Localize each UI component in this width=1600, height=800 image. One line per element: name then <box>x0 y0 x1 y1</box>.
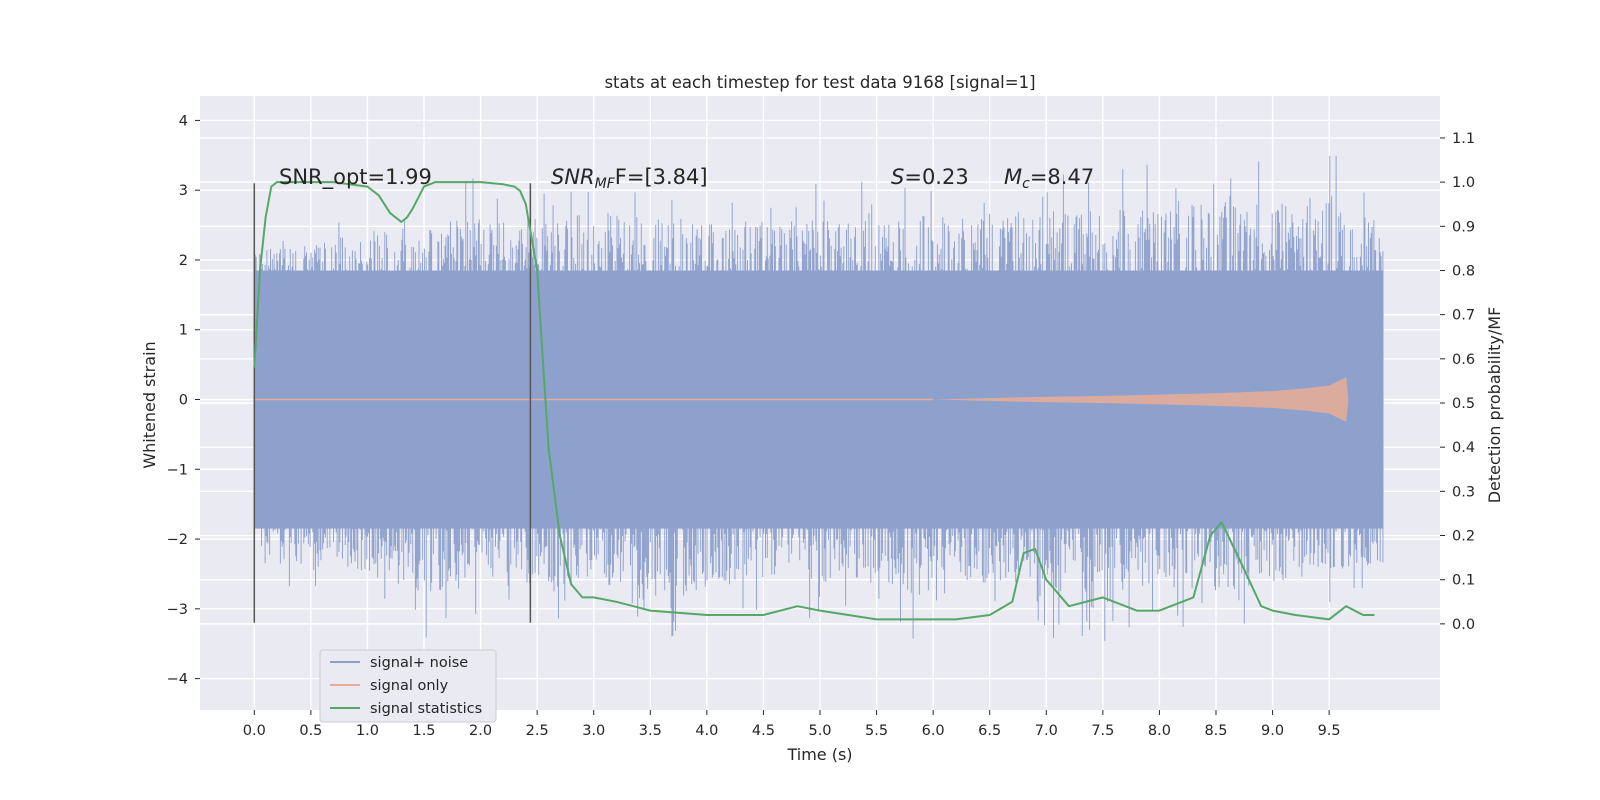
legend-box <box>319 649 497 723</box>
annotation-s: S=0.23 <box>891 165 969 189</box>
y2-tick-label: 0.4 <box>1452 440 1475 456</box>
y-tick-label: 3 <box>179 183 188 199</box>
y2-tick-label: 0.6 <box>1452 352 1475 368</box>
x-tick-label: 6.0 <box>922 723 945 739</box>
x-tick-label: 2.5 <box>526 723 549 739</box>
y-tick-label: −1 <box>167 462 188 478</box>
annotation-snr-opt: SNR_opt=1.99 <box>279 165 432 190</box>
y-tick-label: −2 <box>167 532 188 548</box>
legend-label-signal: signal only <box>370 678 449 694</box>
y-tick-label: 2 <box>179 253 188 269</box>
y2-axis-ticks: 1.1 1.0 0.9 0.8 0.7 0.6 0.5 0.4 0.3 0.2 0.1 0.0 <box>1440 131 1475 633</box>
y2-axis-label: Detection probability/MF <box>1485 307 1504 504</box>
annotation-mc: Mc=8.47 <box>1004 165 1094 192</box>
stats-series <box>253 181 1375 621</box>
y-tick-label: 4 <box>179 113 188 129</box>
y-axis-ticks: 4 3 2 1 0 −1 −2 −3 −4 <box>167 113 200 688</box>
x-tick-label: 6.5 <box>978 723 1001 739</box>
y2-tick-label: 0.0 <box>1452 617 1475 633</box>
x-tick-label: 2.0 <box>469 723 492 739</box>
legend-label-noise: signal+ noise <box>370 655 468 671</box>
y2-tick-label: 0.2 <box>1452 529 1475 545</box>
x-axis-ticks: 0.0 0.5 1.0 1.5 2.0 2.5 3.0 3.5 4.0 4.5 5.0 5.5 6.0 6… <box>243 710 1341 739</box>
y-tick-label: −4 <box>167 672 188 688</box>
x-tick-label: 3.5 <box>639 723 662 739</box>
x-tick-label: 9.0 <box>1261 723 1284 739</box>
x-tick-label: 5.5 <box>865 723 888 739</box>
y2-tick-label: 0.5 <box>1452 396 1475 412</box>
x-tick-label: 8.0 <box>1148 723 1171 739</box>
y2-tick-label: 0.1 <box>1452 573 1475 589</box>
y2-tick-label: 1.0 <box>1452 175 1475 191</box>
x-tick-label: 7.5 <box>1091 723 1114 739</box>
x-tick-label: 0.0 <box>243 723 266 739</box>
signal-only-series <box>254 377 1349 422</box>
y-tick-label: 1 <box>179 323 188 339</box>
legend: signal+ noise signal only signal statist… <box>319 649 497 723</box>
x-tick-label: 8.5 <box>1204 723 1227 739</box>
x-tick-label: 4.5 <box>752 723 775 739</box>
x-tick-label: 5.0 <box>808 723 831 739</box>
y2-tick-label: 0.3 <box>1452 484 1475 500</box>
x-tick-label: 4.0 <box>695 723 718 739</box>
legend-label-stats: signal statistics <box>370 701 482 717</box>
y2-tick-label: 0.7 <box>1452 308 1475 324</box>
chart-title: stats at each timestep for test data 916… <box>604 73 1035 92</box>
x-tick-label: 7.0 <box>1035 723 1058 739</box>
annotation-snr-mf: SNRMFF=[3.84] <box>551 165 708 192</box>
x-tick-label: 1.5 <box>412 723 435 739</box>
y2-tick-label: 1.1 <box>1452 131 1475 147</box>
x-axis-label: Time (s) <box>786 745 852 764</box>
y-tick-label: −3 <box>167 602 188 618</box>
x-tick-label: 9.5 <box>1318 723 1341 739</box>
y2-tick-label: 0.8 <box>1452 263 1475 279</box>
x-tick-label: 3.0 <box>582 723 605 739</box>
y2-tick-label: 0.9 <box>1452 219 1475 235</box>
y-axis-label: Whitened strain <box>140 341 159 468</box>
marker-lines <box>253 183 532 623</box>
stats-line <box>253 181 1375 621</box>
y-tick-label: 0 <box>179 393 188 409</box>
signal-only-area <box>933 377 1349 422</box>
x-tick-label: 1.0 <box>356 723 379 739</box>
x-tick-label: 0.5 <box>299 723 322 739</box>
